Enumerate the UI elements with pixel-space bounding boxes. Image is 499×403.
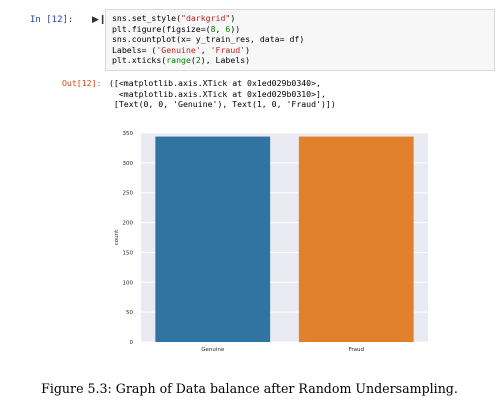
y-tick-label: 150 (123, 250, 134, 256)
code-token: ) (245, 44, 251, 55)
output-text: ([<matplotlib.axis.XTick at 0x1ed029b034… (109, 78, 336, 110)
code-token: , (200, 44, 211, 55)
figure-caption: Figure 5.3: Graph of Data balance after … (41, 381, 458, 396)
y-axis-label: count (114, 229, 120, 245)
x-tick-label: Fraud (349, 347, 364, 353)
code-line: sns.countplot(x= y_train_res, data= df) (112, 34, 494, 45)
code-line: sns.set_style("darkgrid") (112, 13, 494, 24)
y-tick-label: 250 (123, 191, 134, 197)
count-bar-chart: 0 50 100 150 200 250 300 350 Genuine Fraud count (114, 131, 428, 353)
y-tick-label: 300 (123, 161, 134, 167)
output-line: [Text(0, 0, 'Genuine'), Text(1, 0, 'Frau… (109, 99, 336, 110)
y-tick-label: 350 (123, 131, 134, 137)
code-token: plt.figure(figsize=( (112, 23, 211, 34)
output-line: ([<matplotlib.axis.XTick at 0x1ed029b034… (109, 78, 321, 88)
code-line: plt.figure(figsize=(8, 6)) (112, 24, 494, 35)
y-tick-label: 100 (123, 280, 134, 286)
input-prompt: In [12]: (30, 15, 74, 25)
code-lines: sns.set_style("darkgrid") plt.figure(figs… (112, 13, 494, 66)
y-tick-label: 200 (123, 221, 134, 227)
code-token: ), Labels) (200, 55, 251, 66)
code-token: sns.countplot(x= y_train_res, data= df) (112, 34, 305, 45)
code-token: , (215, 23, 226, 34)
y-tick-label: 0 (130, 340, 134, 346)
code-token: "darkgrid" (181, 13, 231, 23)
code-token: sns.set_style( (112, 13, 182, 23)
bar-fraud (298, 136, 414, 342)
code-token: 2 (195, 55, 201, 66)
x-tick-label: Genuine (201, 347, 225, 353)
code-token: 'Genuine' (156, 44, 201, 55)
code-token: ) (230, 13, 236, 23)
code-token: range (166, 55, 191, 66)
code-token: ( (190, 55, 196, 66)
code-token: Labels= ( (112, 44, 157, 55)
code-token: 'Fraud' (210, 44, 246, 55)
code-token: 8 (210, 23, 216, 34)
output-line: <matplotlib.axis.XTick at 0x1ed029b0310>… (109, 88, 326, 99)
y-tick-label: 50 (126, 310, 133, 316)
code-token: 6 (225, 23, 231, 34)
code-line: plt.xticks(range(2), Labels) (112, 55, 494, 66)
code-cell[interactable]: sns.set_style("darkgrid") plt.figure(figs… (105, 9, 495, 71)
code-line: Labels= ('Genuine', 'Fraud') (112, 45, 494, 56)
output-prompt: Out[12]: (62, 78, 102, 88)
run-cell-icon[interactable]: ▶​❙ (92, 15, 107, 25)
code-token: )) (230, 23, 241, 34)
bar-genuine (155, 136, 271, 342)
code-token: plt.xticks( (112, 55, 167, 66)
